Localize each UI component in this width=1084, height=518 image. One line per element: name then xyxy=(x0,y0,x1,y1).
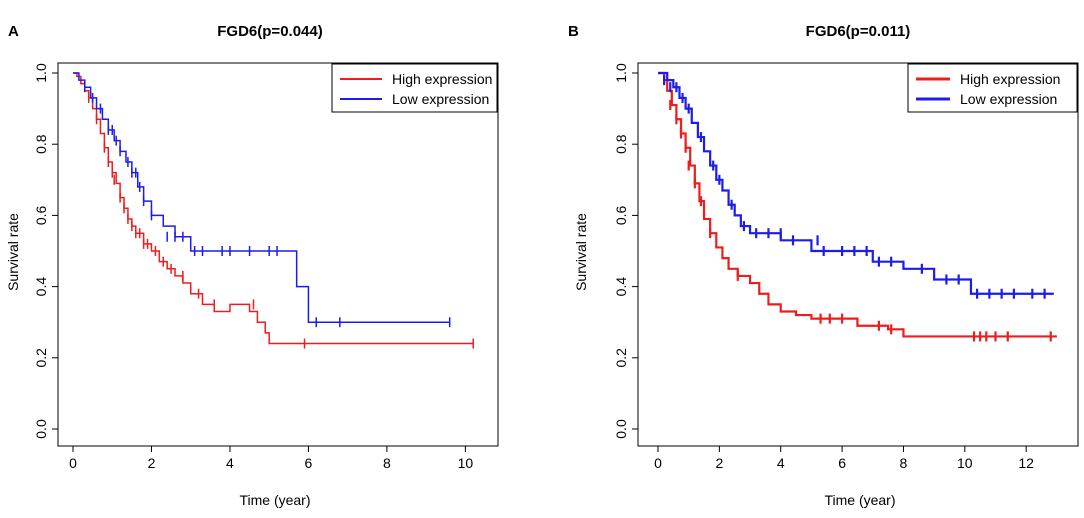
series-b xyxy=(658,71,1057,342)
plot-frame-b xyxy=(637,62,1079,447)
chart-title-a: FGD6(p=0.044) xyxy=(217,23,322,40)
legend-label-a-low: Low expression xyxy=(392,91,489,107)
x-tick-label-b-5: 10 xyxy=(957,455,973,471)
y-tick-label-b-4: 0.8 xyxy=(613,134,629,154)
y-axis-label-b: Survival rate xyxy=(573,213,589,291)
x-tick-label-a-0: 0 xyxy=(69,455,77,471)
series-a xyxy=(73,72,474,349)
legend-label-a-high: High expression xyxy=(392,71,492,87)
y-tick-label-b-3: 0.6 xyxy=(613,205,629,225)
x-tick-label-a-1: 2 xyxy=(148,455,156,471)
panel-a: A FGD6(p=0.044) Time (year) Survival rat… xyxy=(5,23,499,508)
legend-box-a xyxy=(331,63,498,113)
plot-frame-a xyxy=(57,62,499,447)
km-curve-a-low xyxy=(73,72,450,323)
x-axis-label-a: Time (year) xyxy=(239,492,310,508)
y-tick-label-a-2: 0.4 xyxy=(33,277,49,297)
x-tick-label-a-3: 6 xyxy=(305,455,313,471)
legend-label-b-high: High expression xyxy=(960,71,1060,87)
x-tick-label-a-4: 8 xyxy=(383,455,391,471)
x-tick-label-a-2: 4 xyxy=(226,455,234,471)
axes-b: 0 2 4 6 8 10 12 0.0 0.2 0.4 0.6 0.8 1.0 xyxy=(613,63,1034,471)
panel-b: B FGD6(p=0.011) Time (year) Survival rat… xyxy=(568,23,1079,508)
x-axis-label-b: Time (year) xyxy=(824,492,895,508)
legend-a: High expression Low expression xyxy=(331,63,498,113)
legend-box-b xyxy=(907,63,1078,113)
x-tick-label-b-1: 2 xyxy=(715,455,723,471)
x-tick-label-b-2: 4 xyxy=(777,455,785,471)
km-curve-b-high xyxy=(658,71,1057,338)
y-tick-label-b-5: 1.0 xyxy=(613,63,629,83)
y-tick-label-b-2: 0.4 xyxy=(613,277,629,297)
x-tick-label-b-0: 0 xyxy=(654,455,662,471)
y-tick-label-b-1: 0.2 xyxy=(613,348,629,368)
chart-title-b: FGD6(p=0.011) xyxy=(806,23,911,40)
y-tick-label-b-0: 0.0 xyxy=(613,419,629,439)
y-tick-label-a-4: 0.8 xyxy=(33,134,49,154)
y-tick-label-a-1: 0.2 xyxy=(33,348,49,368)
panel-letter-a: A xyxy=(8,23,19,40)
panel-letter-b: B xyxy=(568,23,579,40)
legend-label-b-low: Low expression xyxy=(960,91,1057,107)
x-tick-label-a-5: 10 xyxy=(458,455,474,471)
legend-b: High expression Low expression xyxy=(907,63,1078,113)
y-tick-label-a-3: 0.6 xyxy=(33,205,49,225)
x-tick-label-b-3: 6 xyxy=(838,455,846,471)
y-axis-label-a: Survival rate xyxy=(5,213,21,291)
y-tick-label-a-5: 1.0 xyxy=(33,63,49,83)
x-tick-label-b-6: 12 xyxy=(1018,455,1034,471)
y-tick-label-a-0: 0.0 xyxy=(33,419,49,439)
x-tick-label-b-4: 8 xyxy=(900,455,908,471)
km-curve-a-high xyxy=(73,72,474,345)
axes-a: 0 2 4 6 8 10 0.0 0.2 0.4 0.6 0.8 1.0 xyxy=(33,63,473,471)
